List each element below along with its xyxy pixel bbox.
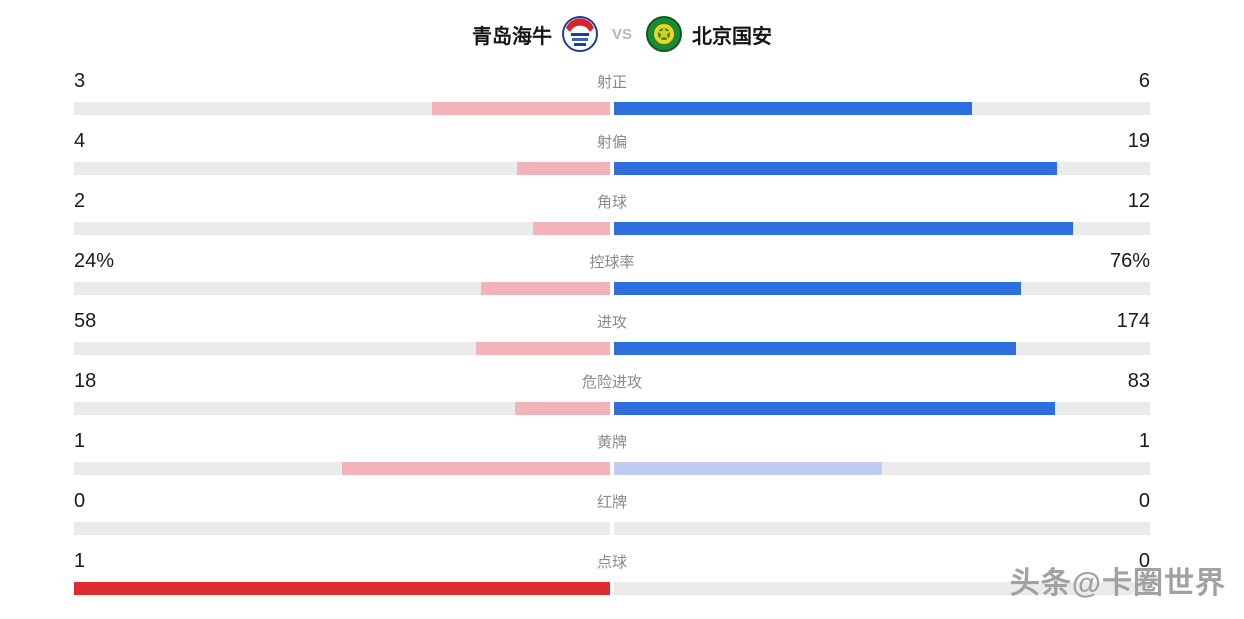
away-bar-track xyxy=(614,462,1150,475)
vs-label: VS xyxy=(611,25,632,43)
home-value: 1 xyxy=(74,430,86,452)
home-team-name: 青岛海牛 xyxy=(471,25,552,48)
away-value: 19 xyxy=(1127,130,1151,152)
stat-bars xyxy=(74,402,1150,415)
home-value: 18 xyxy=(74,370,97,392)
away-bar-track xyxy=(614,582,1150,595)
away-value: 0 xyxy=(1138,550,1151,572)
stat-bars xyxy=(74,162,1150,175)
stat-head: 24% 控球率 76% xyxy=(74,246,1150,276)
away-bar xyxy=(614,402,1055,415)
stat-label: 射正 xyxy=(597,74,628,91)
home-bar-track xyxy=(74,102,610,115)
home-value: 3 xyxy=(74,70,86,92)
stat-label: 红牌 xyxy=(597,494,628,511)
stat-head: 18 危险进攻 83 xyxy=(74,366,1150,396)
stat-label: 射偏 xyxy=(597,134,628,151)
stat-label: 进攻 xyxy=(597,314,628,331)
away-team-badge-icon xyxy=(646,16,682,52)
stat-head: 3 射正 6 xyxy=(74,66,1150,96)
stat-head: 1 点球 0 xyxy=(74,546,1150,576)
away-team-name: 北京国安 xyxy=(692,25,772,48)
home-bar xyxy=(516,162,610,175)
away-value: 12 xyxy=(1127,190,1151,212)
home-bar xyxy=(476,342,610,355)
home-value: 24% xyxy=(74,250,115,272)
home-bar xyxy=(533,222,610,235)
watermark: 头条@卡圈世界 xyxy=(1009,567,1226,600)
stat-bars xyxy=(74,222,1150,235)
away-value: 0 xyxy=(1138,490,1151,512)
stat-label: 黄牌 xyxy=(597,434,628,451)
match-header: 青岛海牛 VS 北京国安 xyxy=(0,0,1244,54)
home-bar xyxy=(514,402,610,415)
stat-bars xyxy=(74,282,1150,295)
home-value: 58 xyxy=(74,310,97,332)
stat-bars xyxy=(74,462,1150,475)
stat-row: 0 红牌 0 xyxy=(74,486,1150,546)
home-bar-track xyxy=(74,402,610,415)
away-bar-track xyxy=(614,522,1150,535)
away-value: 6 xyxy=(1138,70,1151,92)
stat-label: 危险进攻 xyxy=(582,374,643,391)
stat-head: 58 进攻 174 xyxy=(74,306,1150,336)
home-bar xyxy=(431,102,610,115)
stat-row: 1 点球 0 xyxy=(74,546,1150,606)
home-team-badge-icon xyxy=(561,16,598,52)
stat-row: 2 角球 12 xyxy=(74,186,1150,246)
away-value: 83 xyxy=(1127,370,1151,392)
away-bar xyxy=(614,102,972,115)
home-bar xyxy=(342,462,610,475)
home-bar-track xyxy=(74,462,610,475)
away-bar xyxy=(614,222,1074,235)
stat-row: 3 射正 6 xyxy=(74,66,1150,126)
home-bar-track xyxy=(74,582,610,595)
stat-row: 4 射偏 19 xyxy=(74,126,1150,186)
home-bar-track xyxy=(74,162,610,175)
away-bar xyxy=(614,462,882,475)
stat-head: 1 黄牌 1 xyxy=(74,426,1150,456)
away-bar xyxy=(614,282,1022,295)
stat-label: 点球 xyxy=(597,554,628,571)
stat-bars xyxy=(74,522,1150,535)
home-bar xyxy=(74,582,610,595)
away-bar-track xyxy=(614,102,1150,115)
stat-bars xyxy=(74,582,1150,595)
away-bar-track xyxy=(614,402,1150,415)
away-bar-track xyxy=(614,162,1150,175)
away-bar-track xyxy=(614,342,1150,355)
stat-bars xyxy=(74,342,1150,355)
home-value: 4 xyxy=(74,130,86,152)
stat-row: 18 危险进攻 83 xyxy=(74,366,1150,426)
home-value: 2 xyxy=(74,190,86,212)
home-bar-track xyxy=(74,222,610,235)
away-bar xyxy=(614,162,1057,175)
stat-head: 0 红牌 0 xyxy=(74,486,1150,516)
away-value: 1 xyxy=(1138,430,1151,452)
stat-row: 58 进攻 174 xyxy=(74,306,1150,366)
home-bar-track xyxy=(74,282,610,295)
home-bar-track xyxy=(74,522,610,535)
stat-row: 24% 控球率 76% xyxy=(74,246,1150,306)
stat-label: 角球 xyxy=(597,194,628,211)
away-bar-track xyxy=(614,222,1150,235)
home-bar-track xyxy=(74,342,610,355)
stat-bars xyxy=(74,102,1150,115)
stat-head: 4 射偏 19 xyxy=(74,126,1150,156)
home-bar xyxy=(481,282,610,295)
home-value: 1 xyxy=(74,550,86,572)
away-value: 174 xyxy=(1116,310,1151,332)
stat-head: 2 角球 12 xyxy=(74,186,1150,216)
away-bar xyxy=(614,342,1016,355)
home-value: 0 xyxy=(74,490,86,512)
away-value: 76% xyxy=(1109,250,1151,272)
away-bar-track xyxy=(614,282,1150,295)
stats-list: 3 射正 6 4 射偏 19 2 xyxy=(74,66,1150,606)
stat-label: 控球率 xyxy=(589,254,635,271)
stat-row: 1 黄牌 1 xyxy=(74,426,1150,486)
